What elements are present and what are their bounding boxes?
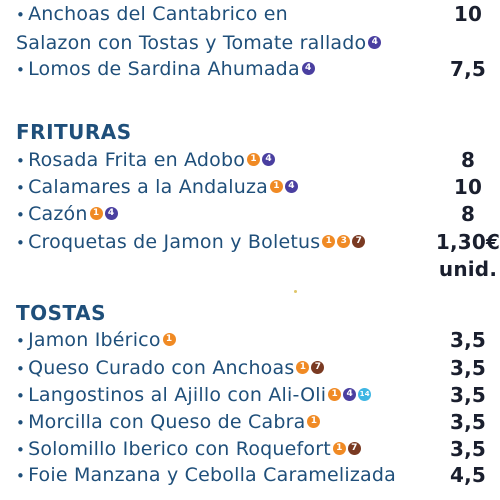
- item-name: Queso Curado con Anchoas: [28, 357, 295, 379]
- allergen-badge: 1: [328, 388, 342, 401]
- menu-item: • Morcilla con Queso de Cabra 1 3,5: [16, 410, 500, 434]
- allergen-badge: 4: [301, 62, 315, 75]
- allergen-badge: 1: [89, 207, 103, 220]
- item-name: Rosada Frita en Adobo: [28, 149, 246, 171]
- menu-item: • Langostinos al Ajillo con Ali-Oli 1 4 14 3…: [16, 383, 500, 407]
- menu-item-continuation: Salazon con Tostas y Tomate rallado 4: [16, 31, 500, 55]
- item-name: Calamares a la Andaluza: [28, 176, 268, 198]
- menu-item: • Croquetas de Jamon y Boletus 1 3 7 1,30€: [16, 230, 500, 254]
- allergen-badge: 7: [347, 442, 361, 455]
- price-unit-note: unid.: [16, 257, 500, 281]
- item-price: 8: [460, 202, 476, 226]
- unit-label: unid.: [438, 257, 498, 281]
- item-name: Lomos de Sardina Ahumada: [28, 58, 300, 80]
- item-price: 3,5: [449, 410, 487, 434]
- allergen-badge: 1: [162, 333, 176, 346]
- item-price: 3,5: [449, 437, 487, 461]
- item-price: 10: [453, 175, 483, 199]
- allergen-badge: 7: [352, 235, 366, 248]
- item-name: Morcilla con Queso de Cabra: [28, 411, 306, 433]
- item-name: Salazon con Tostas y Tomate rallado: [16, 32, 367, 54]
- item-price: 8: [460, 148, 476, 172]
- item-price: 7,5: [449, 57, 487, 81]
- menu-item: • Lomos de Sardina Ahumada 4 7,5: [16, 57, 500, 81]
- allergen-badge: 1: [296, 361, 310, 374]
- item-price: 4,5: [449, 463, 487, 487]
- menu-item: • Calamares a la Andaluza 1 4 10: [16, 175, 500, 199]
- speck: [294, 290, 297, 293]
- menu-item: • Rosada Frita en Adobo 1 4 8: [16, 148, 500, 172]
- section-title-frituras: FRITURAS: [16, 120, 132, 144]
- item-price: 3,5: [449, 356, 487, 380]
- allergen-badge: 4: [104, 207, 118, 220]
- allergen-badge: 1: [322, 235, 336, 248]
- item-price: 10: [453, 2, 483, 26]
- item-price: 1,30€: [435, 230, 500, 254]
- allergen-badge: 4: [343, 388, 357, 401]
- allergen-badge: 4: [262, 153, 276, 166]
- menu-item: • Anchoas del Cantabrico en 10: [16, 2, 500, 26]
- item-name: Anchoas del Cantabrico en: [28, 3, 288, 25]
- item-price: 3,5: [449, 383, 487, 407]
- allergen-badge: 4: [285, 180, 298, 193]
- item-name: Foie Manzana y Cebolla Caramelizada: [28, 464, 396, 486]
- menu-item: • Foie Manzana y Cebolla Caramelizada 4,5: [16, 463, 500, 487]
- allergen-badge: 3: [337, 235, 351, 248]
- menu-item: • Solomillo Iberico con Roquefort 1 7 3,5: [16, 437, 500, 461]
- menu-item: • Jamon Ibérico 1 3,5: [16, 328, 500, 352]
- item-name: Croquetas de Jamon y Boletus: [28, 231, 321, 253]
- allergen-badge: 7: [311, 361, 325, 374]
- allergen-badge: 4: [368, 36, 382, 49]
- menu-item: • Cazón 1 4 8: [16, 202, 500, 226]
- item-name: Jamon Ibérico: [28, 329, 161, 351]
- allergen-badge: 1: [247, 153, 261, 166]
- item-name: Langostinos al Ajillo con Ali-Oli: [28, 384, 327, 406]
- allergen-badge: 1: [270, 180, 283, 193]
- item-name: Cazón: [28, 203, 88, 225]
- allergen-badge: 1: [332, 442, 346, 455]
- allergen-badge: 1: [307, 415, 321, 428]
- section-title-tostas: TOSTAS: [16, 301, 107, 325]
- allergen-badge: 14: [358, 388, 372, 401]
- item-name: Solomillo Iberico con Roquefort: [28, 438, 331, 460]
- item-price: 3,5: [449, 328, 487, 352]
- menu-item: • Queso Curado con Anchoas 1 7 3,5: [16, 356, 500, 380]
